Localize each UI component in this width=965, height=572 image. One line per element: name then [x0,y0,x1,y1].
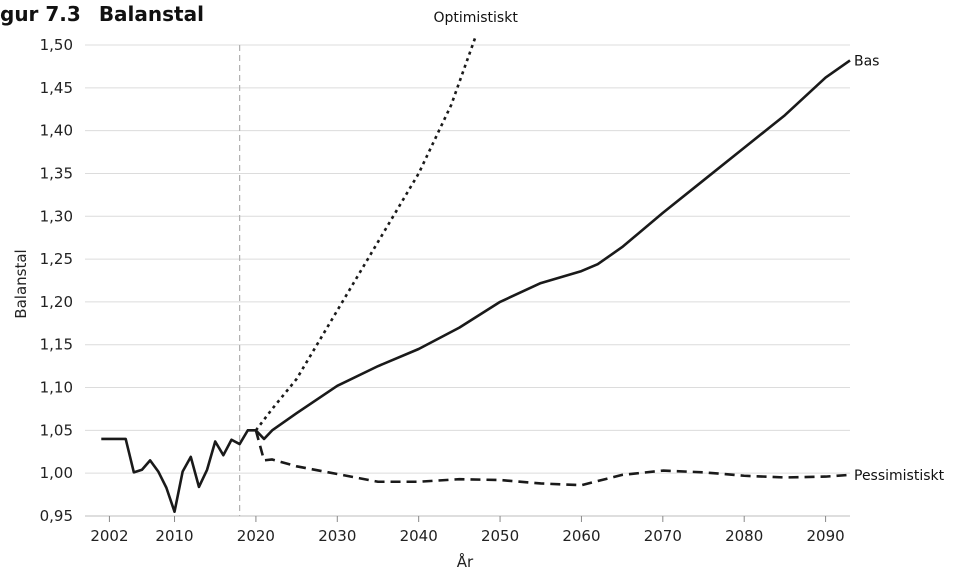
y-axis-label: Balanstal [12,249,30,318]
x-tick-label: 2002 [90,527,128,545]
x-tick-label: 2020 [237,527,275,545]
gridlines [85,44,850,517]
series-label-bas: Bas [854,53,879,69]
y-tick-label: 1,45 [40,79,73,97]
y-tick-label: 1,35 [40,164,73,182]
figure-title-text: Balanstal [98,2,204,26]
x-tick-label: 2050 [481,527,519,545]
series-line-pessimistiskt [254,430,851,487]
y-tick-label: 1,50 [40,36,73,54]
x-tick-label: 2070 [644,527,682,545]
x-tick-labels: 2002 2010 2020 2030 2040 2050 2060 2070 2080 2090 [90,516,845,545]
y-tick-label: 1,15 [40,336,73,354]
figure-number: gur 7.3 [0,2,81,26]
y-tick-label: 1,40 [40,122,73,140]
series-label-optimistiskt: Optimistiskt [433,10,518,26]
x-tick-label: 2010 [155,527,193,545]
y-tick-labels: 0,95 1,00 1,05 1,10 1,15 1,20 1,25 1,30 1,35 1,40… [40,36,73,525]
figure-title: gur 7.3 Balanstal [0,2,204,26]
y-tick-label: 1,30 [40,207,73,225]
y-tick-label: 1,20 [40,293,73,311]
y-tick-label: 1,05 [40,421,73,439]
x-tick-label: 2060 [562,527,600,545]
y-tick-label: 1,25 [40,250,73,268]
x-tick-label: 2040 [400,527,438,545]
y-tick-label: 1,00 [40,464,73,482]
series-line-bas [254,59,851,441]
series-lines [101,36,851,514]
x-tick-label: 2030 [318,527,356,545]
x-tick-label: 2090 [806,527,844,545]
y-tick-label: 0,95 [40,507,73,525]
x-axis-label: År [457,552,474,571]
series-labels: Optimistiskt Bas Pessimistiskt [433,10,944,484]
y-tick-label: 1,10 [40,379,73,397]
x-tick-label: 2080 [725,527,763,545]
series-label-pessimistiskt: Pessimistiskt [854,468,945,484]
series-line-historik [101,429,256,514]
